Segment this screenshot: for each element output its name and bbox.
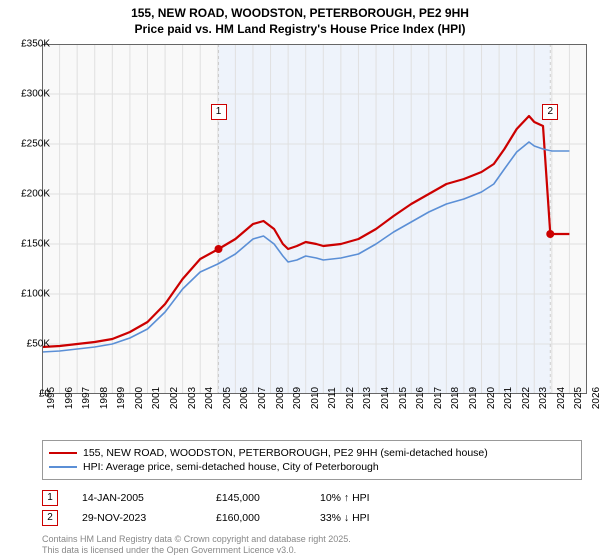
title-line-1: 155, NEW ROAD, WOODSTON, PETERBOROUGH, P… [0, 6, 600, 22]
x-tick-label: 2000 [134, 387, 145, 409]
x-tick-label: 2002 [169, 387, 180, 409]
x-tick-label: 2017 [433, 387, 444, 409]
sale-row-date: 29-NOV-2023 [82, 512, 192, 524]
sale-row-price: £160,000 [216, 512, 296, 524]
x-tick-label: 2019 [468, 387, 479, 409]
x-tick-label: 2008 [275, 387, 286, 409]
x-tick-label: 2007 [257, 387, 268, 409]
x-tick-label: 2025 [573, 387, 584, 409]
x-tick-label: 1996 [64, 387, 75, 409]
x-tick-label: 2001 [151, 387, 162, 409]
title-line-2: Price paid vs. HM Land Registry's House … [0, 22, 600, 38]
chart-plot-area [42, 44, 587, 394]
x-tick-label: 2004 [204, 387, 215, 409]
y-tick-label: £50K [27, 339, 50, 350]
sale-row-diff: 33% ↓ HPI [320, 512, 420, 524]
sale-marker-2: 2 [542, 104, 558, 120]
sale-row-diff: 10% ↑ HPI [320, 492, 420, 504]
sale-table: 1 14-JAN-2005 £145,000 10% ↑ HPI 2 29-NOV-202… [42, 486, 582, 530]
x-tick-label: 2013 [362, 387, 373, 409]
x-tick-label: 1997 [81, 387, 92, 409]
x-tick-label: 2003 [187, 387, 198, 409]
x-tick-label: 2015 [398, 387, 409, 409]
y-tick-label: £100K [21, 289, 50, 300]
legend-text: HPI: Average price, semi-detached house,… [83, 461, 379, 473]
x-tick-label: 2026 [591, 387, 600, 409]
legend-item: 155, NEW ROAD, WOODSTON, PETERBOROUGH, P… [49, 447, 575, 459]
legend-text: 155, NEW ROAD, WOODSTON, PETERBOROUGH, P… [83, 447, 488, 459]
sale-row-marker: 1 [42, 490, 58, 506]
x-tick-label: 1998 [99, 387, 110, 409]
sale-row: 2 29-NOV-2023 £160,000 33% ↓ HPI [42, 510, 582, 526]
footer-line-2: This data is licensed under the Open Gov… [42, 545, 351, 556]
x-tick-label: 2010 [310, 387, 321, 409]
x-tick-label: 2006 [239, 387, 250, 409]
x-tick-label: 2022 [521, 387, 532, 409]
sale-row-date: 14-JAN-2005 [82, 492, 192, 504]
x-tick-label: 1999 [116, 387, 127, 409]
x-tick-label: 2014 [380, 387, 391, 409]
y-tick-label: £300K [21, 89, 50, 100]
sale-row: 1 14-JAN-2005 £145,000 10% ↑ HPI [42, 490, 582, 506]
sale-marker-1: 1 [211, 104, 227, 120]
legend: 155, NEW ROAD, WOODSTON, PETERBOROUGH, P… [42, 440, 582, 480]
x-tick-label: 2024 [556, 387, 567, 409]
sale-row-marker: 2 [42, 510, 58, 526]
footer-line-1: Contains HM Land Registry data © Crown c… [42, 534, 351, 545]
x-tick-label: 2023 [538, 387, 549, 409]
sale-row-price: £145,000 [216, 492, 296, 504]
legend-swatch [49, 466, 77, 468]
legend-swatch [49, 452, 77, 454]
footer-attribution: Contains HM Land Registry data © Crown c… [42, 534, 351, 557]
x-tick-label: 2020 [486, 387, 497, 409]
legend-item: HPI: Average price, semi-detached house,… [49, 461, 575, 473]
x-tick-label: 2009 [292, 387, 303, 409]
x-tick-label: 2011 [327, 387, 338, 409]
y-tick-label: £250K [21, 139, 50, 150]
y-tick-label: £150K [21, 239, 50, 250]
chart-title: 155, NEW ROAD, WOODSTON, PETERBOROUGH, P… [0, 0, 600, 37]
x-tick-label: 2021 [503, 387, 514, 409]
y-tick-label: £350K [21, 39, 50, 50]
x-tick-label: 2005 [222, 387, 233, 409]
chart-svg [42, 44, 587, 394]
x-tick-label: 1995 [46, 387, 57, 409]
x-tick-label: 2018 [450, 387, 461, 409]
x-tick-label: 2012 [345, 387, 356, 409]
chart-container: 155, NEW ROAD, WOODSTON, PETERBOROUGH, P… [0, 0, 600, 560]
y-tick-label: £200K [21, 189, 50, 200]
x-tick-label: 2016 [415, 387, 426, 409]
